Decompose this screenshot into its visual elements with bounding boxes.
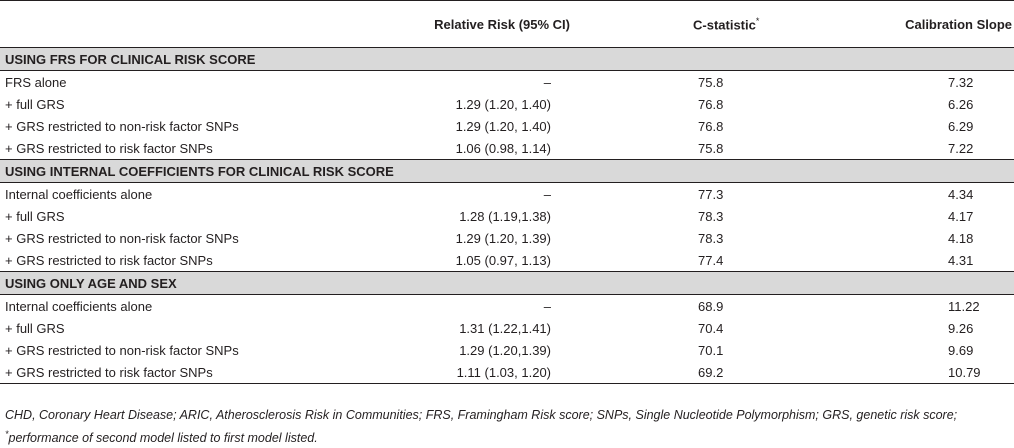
table-header: Relative Risk (95% CI) C-statistic* Cali…	[0, 0, 1014, 48]
relative-risk-cell: 1.06 (0.98, 1.14)	[455, 140, 551, 156]
c-statistic-cell: 75.8	[698, 74, 724, 90]
footnote-abbreviations: CHD, Coronary Heart Disease; ARIC, Ather…	[5, 408, 958, 422]
calibration-slope-cell: 7.22	[948, 140, 974, 156]
relative-risk-cell: 1.29 (1.20,1.39)	[459, 342, 551, 358]
section-title: USING INTERNAL COEFFICIENTS FOR CLINICAL…	[0, 159, 1014, 183]
calibration-slope-cell: 9.69	[948, 342, 974, 358]
footnote-marker: *	[5, 429, 9, 439]
relative-risk-cell: 1.29 (1.20, 1.40)	[455, 118, 551, 134]
table-body: USING FRS FOR CLINICAL RISK SCORE FRS alo…	[0, 47, 1014, 384]
relative-risk-cell: 1.29 (1.20, 1.40)	[455, 96, 551, 112]
c-statistic-cell: 77.4	[698, 252, 724, 268]
row-label: + GRS restricted to risk factor SNPs	[5, 252, 213, 268]
row-label: Internal coefficients alone	[5, 298, 153, 314]
calibration-slope-cell: 11.22	[948, 298, 980, 314]
row-label: Internal coefficients alone	[5, 186, 153, 202]
section-header-row: USING FRS FOR CLINICAL RISK SCORE	[0, 47, 1014, 71]
c-statistic-cell: 75.8	[698, 140, 724, 156]
relative-risk-cell: 1.31 (1.22,1.41)	[459, 320, 551, 336]
calibration-slope-cell: 9.26	[948, 320, 974, 336]
section-title: USING ONLY AGE AND SEX	[0, 271, 1014, 295]
c-statistic-cell: 68.9	[698, 298, 724, 314]
c-statistic-cell: 78.3	[698, 230, 724, 246]
section-header-row: USING INTERNAL COEFFICIENTS FOR CLINICAL…	[0, 159, 1014, 183]
relative-risk-cell: –	[543, 74, 551, 90]
table-row: + full GRS 1.28 (1.19,1.38) 78.3 4.17	[0, 205, 1014, 227]
relative-risk-cell: –	[543, 298, 551, 314]
relative-risk-cell: 1.11 (1.03, 1.20)	[395, 361, 580, 384]
row-label: + full GRS	[5, 320, 65, 336]
calibration-slope-cell: 10.79	[805, 361, 1014, 384]
row-label: + GRS restricted to risk factor SNPs	[0, 361, 395, 384]
relative-risk-cell: 1.28 (1.19,1.38)	[459, 208, 551, 224]
calibration-slope-cell: 4.18	[948, 230, 974, 246]
footnote-marker: *	[755, 15, 760, 26]
relative-risk-cell: 1.05 (0.97, 1.13)	[455, 252, 551, 268]
results-table: Relative Risk (95% CI) C-statistic* Cali…	[0, 0, 1014, 384]
header-label	[0, 0, 395, 48]
footnote-note: performance of second model listed to fi…	[8, 431, 318, 446]
table-row: Internal coefficients alone – 77.3 4.34	[0, 183, 1014, 206]
table-row: + GRS restricted to non-risk factor SNPs…	[0, 115, 1014, 137]
calibration-slope-cell: 4.17	[948, 208, 974, 224]
calibration-slope-cell: 4.34	[948, 186, 974, 202]
calibration-slope-cell: 7.32	[948, 74, 974, 90]
row-label: + GRS restricted to non-risk factor SNPs	[5, 118, 239, 134]
table-row: + full GRS 1.29 (1.20, 1.40) 76.8 6.26	[0, 93, 1014, 115]
row-label: + GRS restricted to non-risk factor SNPs	[5, 230, 239, 246]
header-relative-risk: Relative Risk (95% CI)	[395, 0, 580, 48]
c-statistic-cell: 77.3	[698, 186, 724, 202]
table-row: FRS alone – 75.8 7.32	[0, 71, 1014, 94]
row-label: + full GRS	[5, 96, 65, 112]
c-statistic-cell: 70.4	[698, 320, 724, 336]
table-footnote: CHD, Coronary Heart Disease; ARIC, Ather…	[5, 406, 1010, 448]
relative-risk-cell: 1.29 (1.20, 1.39)	[455, 230, 551, 246]
section-header-row: USING ONLY AGE AND SEX	[0, 271, 1014, 295]
calibration-slope-cell: 6.26	[948, 96, 974, 112]
c-statistic-cell: 76.8	[698, 118, 724, 134]
c-statistic-cell: 78.3	[698, 208, 724, 224]
table-row: + GRS restricted to risk factor SNPs 1.06…	[0, 137, 1014, 160]
table-row: + GRS restricted to non-risk factor SNPs…	[0, 227, 1014, 249]
header-c-statistic: C-statistic*	[580, 0, 805, 48]
calibration-slope-cell: 6.29	[948, 118, 974, 134]
header-calibration-slope: Calibration Slope	[805, 0, 1014, 48]
c-statistic-cell: 76.8	[698, 96, 724, 112]
section-title: USING FRS FOR CLINICAL RISK SCORE	[0, 47, 1014, 71]
table-row: + GRS restricted to non-risk factor SNPs…	[0, 339, 1014, 361]
c-statistic-cell: 70.1	[698, 342, 724, 358]
row-label: FRS alone	[5, 74, 67, 90]
row-label: + GRS restricted to non-risk factor SNPs	[5, 342, 239, 358]
calibration-slope-cell: 4.31	[948, 252, 974, 268]
row-label: + full GRS	[5, 208, 65, 224]
table-row: + GRS restricted to risk factor SNPs 1.05…	[0, 249, 1014, 272]
table-row: + full GRS 1.31 (1.22,1.41) 70.4 9.26	[0, 317, 1014, 339]
table-row: Internal coefficients alone – 68.9 11.22	[0, 295, 1014, 318]
table-row: + GRS restricted to risk factor SNPs 1.11…	[0, 361, 1014, 384]
c-statistic-cell: 69.2	[580, 361, 805, 384]
relative-risk-cell: –	[543, 186, 551, 202]
row-label: + GRS restricted to risk factor SNPs	[5, 140, 213, 156]
